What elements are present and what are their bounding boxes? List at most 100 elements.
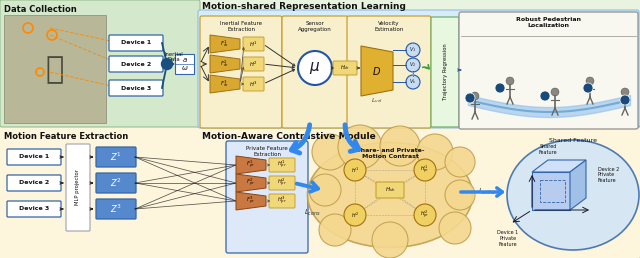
Text: $L_{ortho}$: $L_{ortho}$: [478, 187, 497, 197]
Text: $D$: $D$: [372, 65, 381, 77]
Text: Sensor
Aggregation: Sensor Aggregation: [298, 21, 332, 32]
Polygon shape: [532, 172, 570, 210]
Circle shape: [406, 75, 420, 89]
Circle shape: [338, 125, 382, 169]
FancyBboxPatch shape: [66, 144, 90, 231]
Circle shape: [406, 43, 420, 57]
Circle shape: [406, 58, 420, 72]
Text: $H^1_{pr}$: $H^1_{pr}$: [420, 164, 429, 176]
Text: ⋮: ⋮: [410, 70, 417, 76]
Text: $\mu$: $\mu$: [309, 60, 321, 76]
Text: Private Feature
Extraction: Private Feature Extraction: [246, 146, 288, 157]
Text: $F^1_{sh}$: $F^1_{sh}$: [220, 39, 230, 49]
Text: Shared Feature: Shared Feature: [549, 138, 597, 143]
Circle shape: [417, 134, 453, 170]
Text: Device 1
Private
Feature: Device 1 Private Feature: [497, 230, 518, 247]
Polygon shape: [236, 192, 266, 210]
Text: Share- and Private-
Motion Contrast: Share- and Private- Motion Contrast: [356, 148, 424, 159]
Text: Device 2: Device 2: [121, 61, 151, 67]
FancyBboxPatch shape: [198, 10, 639, 128]
Text: $V_2$: $V_2$: [410, 61, 417, 69]
FancyBboxPatch shape: [109, 80, 163, 96]
Text: Velocity
Estimation: Velocity Estimation: [374, 21, 404, 32]
FancyBboxPatch shape: [96, 199, 136, 219]
FancyBboxPatch shape: [200, 16, 282, 128]
FancyBboxPatch shape: [0, 126, 640, 258]
FancyBboxPatch shape: [431, 17, 459, 127]
Text: $H^1_{pr}$: $H^1_{pr}$: [277, 159, 287, 171]
Text: $H^1$: $H^1$: [249, 39, 257, 49]
Text: $H^2$: $H^2$: [351, 210, 359, 220]
FancyBboxPatch shape: [376, 182, 404, 198]
FancyBboxPatch shape: [282, 16, 348, 128]
Text: Inertial Feature
Extraction: Inertial Feature Extraction: [220, 21, 262, 32]
FancyBboxPatch shape: [333, 61, 357, 75]
Text: $V_k$: $V_k$: [410, 78, 417, 86]
Text: $H^3$: $H^3$: [249, 79, 257, 89]
Text: Inertial
Data: Inertial Data: [164, 52, 184, 62]
Text: Device 1: Device 1: [19, 155, 49, 159]
Text: $L_{cons}$: $L_{cons}$: [305, 208, 321, 218]
Polygon shape: [570, 160, 586, 210]
Text: Device 3: Device 3: [19, 206, 49, 212]
Text: Motion Feature Extraction: Motion Feature Extraction: [4, 132, 128, 141]
FancyBboxPatch shape: [7, 201, 61, 217]
Polygon shape: [236, 174, 266, 192]
Polygon shape: [361, 46, 393, 96]
Text: Device 2: Device 2: [19, 181, 49, 186]
FancyBboxPatch shape: [269, 176, 295, 190]
Text: $V_1$: $V_1$: [410, 46, 417, 54]
Text: Robust Pedestrian
Localization: Robust Pedestrian Localization: [516, 17, 581, 28]
Bar: [175, 54, 194, 74]
Text: $Z^3$: $Z^3$: [110, 203, 122, 215]
FancyBboxPatch shape: [459, 12, 638, 129]
FancyBboxPatch shape: [109, 56, 163, 72]
Text: $F^1_{pr}$: $F^1_{pr}$: [246, 159, 255, 171]
FancyBboxPatch shape: [243, 37, 264, 51]
Circle shape: [621, 88, 629, 96]
Circle shape: [439, 212, 471, 244]
Circle shape: [445, 147, 475, 177]
Circle shape: [620, 95, 630, 105]
FancyBboxPatch shape: [7, 175, 61, 191]
Circle shape: [471, 92, 479, 100]
Circle shape: [586, 77, 594, 85]
Text: $F^2_{sh}$: $F^2_{sh}$: [220, 59, 230, 69]
FancyBboxPatch shape: [269, 194, 295, 208]
Circle shape: [414, 204, 436, 226]
FancyBboxPatch shape: [243, 77, 264, 91]
Circle shape: [414, 159, 436, 181]
Text: $H_{sh}$: $H_{sh}$: [385, 186, 395, 195]
Circle shape: [344, 204, 366, 226]
Text: $\omega$: $\omega$: [180, 64, 188, 72]
Circle shape: [380, 126, 420, 166]
FancyBboxPatch shape: [0, 0, 200, 127]
Circle shape: [551, 88, 559, 96]
Text: $Z^2$: $Z^2$: [110, 177, 122, 189]
Text: $H^2$: $H^2$: [249, 59, 257, 69]
Text: $H^2_{pr}$: $H^2_{pr}$: [277, 177, 287, 189]
Polygon shape: [236, 156, 266, 174]
Text: Shared
Feature: Shared Feature: [539, 144, 557, 155]
Text: $H^1$: $H^1$: [351, 165, 359, 175]
Text: $F^3_{sh}$: $F^3_{sh}$: [220, 79, 230, 90]
Text: $H_{sh}$: $H_{sh}$: [340, 63, 350, 72]
Text: Trajectory Regression: Trajectory Regression: [442, 44, 447, 100]
Circle shape: [319, 214, 351, 246]
Circle shape: [495, 83, 505, 93]
FancyBboxPatch shape: [96, 147, 136, 167]
Ellipse shape: [307, 142, 472, 247]
Circle shape: [465, 93, 475, 103]
Text: $H^2_{pr}$: $H^2_{pr}$: [420, 209, 429, 221]
Circle shape: [312, 134, 348, 170]
Circle shape: [540, 91, 550, 101]
Text: 🚶: 🚶: [46, 55, 64, 85]
Text: Device 2
Private
Feature: Device 2 Private Feature: [598, 167, 620, 183]
Ellipse shape: [507, 140, 639, 250]
Circle shape: [445, 180, 475, 210]
Circle shape: [583, 83, 593, 93]
Text: Motion-shared Representation Learning: Motion-shared Representation Learning: [202, 2, 406, 11]
Polygon shape: [532, 160, 586, 172]
Circle shape: [309, 174, 341, 206]
Text: MLP projector: MLP projector: [76, 170, 81, 205]
